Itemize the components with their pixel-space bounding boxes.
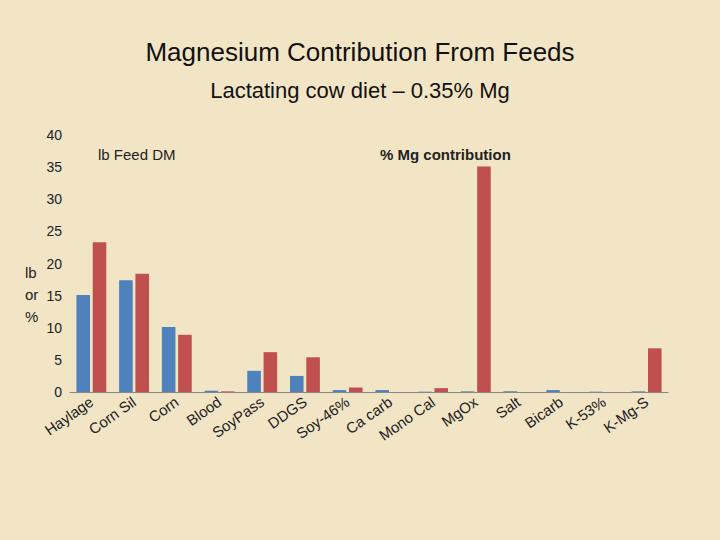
svg-text:Corn Sil: Corn Sil xyxy=(85,393,138,438)
svg-text:lb: lb xyxy=(25,264,37,281)
svg-text:Ca carb: Ca carb xyxy=(342,393,396,438)
svg-text:lb Feed DM: lb Feed DM xyxy=(98,146,176,163)
svg-text:DDGS: DDGS xyxy=(264,393,310,432)
svg-text:Soy-46%: Soy-46% xyxy=(293,393,353,442)
svg-text:%: % xyxy=(25,308,38,325)
svg-text:5: 5 xyxy=(54,352,62,368)
svg-text:Mono Cal: Mono Cal xyxy=(376,393,438,444)
svg-text:% Mg contribution: % Mg contribution xyxy=(380,146,511,163)
svg-text:35: 35 xyxy=(46,159,62,175)
svg-text:Bicarb: Bicarb xyxy=(522,393,567,431)
svg-text:K-Mg-S: K-Mg-S xyxy=(600,393,651,436)
svg-text:MgOx: MgOx xyxy=(438,393,481,430)
svg-text:25: 25 xyxy=(46,223,62,239)
svg-text:15: 15 xyxy=(46,288,62,304)
svg-text:Magnesium Contribution From Fe: Magnesium Contribution From Feeds xyxy=(145,37,574,67)
svg-text:40: 40 xyxy=(46,127,62,143)
svg-text:Salt: Salt xyxy=(492,393,524,422)
svg-text:30: 30 xyxy=(46,191,62,207)
svg-text:Haylage: Haylage xyxy=(41,393,96,439)
svg-text:0: 0 xyxy=(54,384,62,400)
svg-text:20: 20 xyxy=(46,256,62,272)
svg-text:10: 10 xyxy=(46,320,62,336)
svg-text:Blood: Blood xyxy=(183,393,225,429)
svg-text:Corn: Corn xyxy=(145,393,181,426)
svg-text:or: or xyxy=(25,286,38,303)
svg-text:Lactating cow diet – 0.35% Mg: Lactating cow diet – 0.35% Mg xyxy=(210,78,510,103)
svg-text:SoyPass: SoyPass xyxy=(209,393,267,441)
svg-text:K-53%: K-53% xyxy=(562,393,609,433)
